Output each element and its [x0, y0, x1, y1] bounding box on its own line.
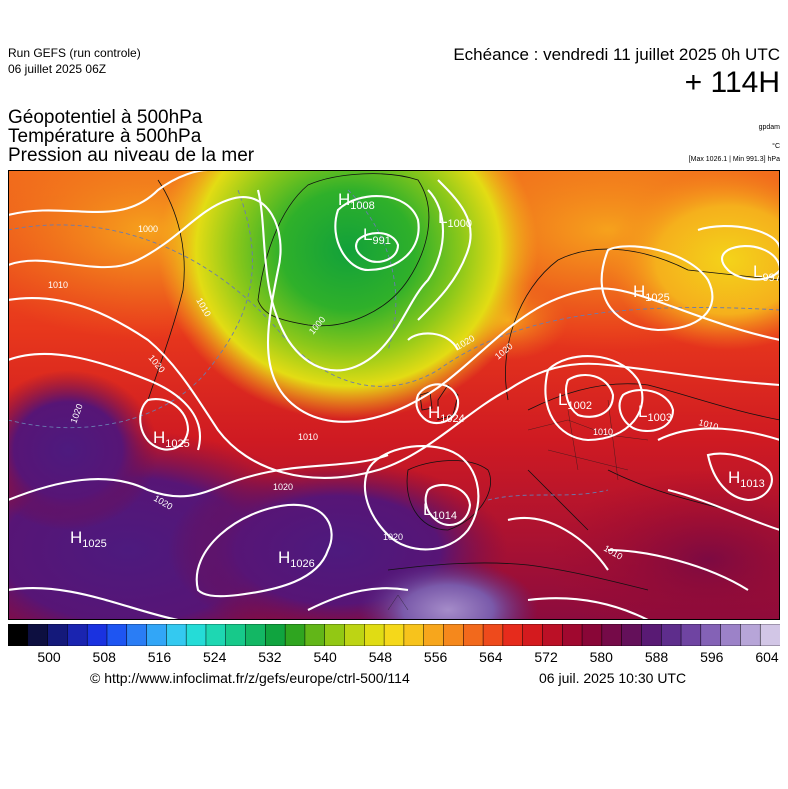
color-swatch — [166, 624, 187, 646]
isobar-label: 1010 — [593, 427, 613, 437]
color-swatch — [225, 624, 247, 646]
color-swatch — [660, 624, 682, 646]
color-swatch — [463, 624, 484, 646]
lead-time: + 114H — [684, 66, 780, 99]
low-pressure-center: L1014 — [423, 500, 457, 522]
color-swatch — [344, 624, 366, 646]
color-swatch — [542, 624, 564, 646]
temperature-isotherms — [8, 189, 780, 501]
color-swatch — [601, 624, 623, 646]
color-scale-tick: 532 — [258, 649, 282, 665]
color-swatch — [185, 624, 207, 646]
color-swatch — [47, 624, 69, 646]
credit-link[interactable]: © http://www.infoclimat.fr/z/gefs/europe… — [90, 670, 410, 686]
low-pressure-center: L997 — [753, 262, 780, 284]
high-pressure-center: H1025 — [633, 282, 670, 304]
color-swatch — [383, 624, 405, 646]
color-scale-tick: 588 — [644, 649, 669, 665]
run-title: Run GEFS (run controle) — [8, 46, 141, 60]
isobar-label: 1000 — [138, 224, 158, 234]
high-pressure-center: H1013 — [728, 468, 765, 490]
pressure-centers: H1008 L991 L1000 H1025 L997 H1024 L1002 L1003 H1… — [70, 190, 780, 570]
forecast-time: Echéance : vendredi 11 juillet 2025 0h U… — [453, 45, 780, 64]
weather-map: 1000 1010 1010 1020 1020 1010 1020 1020 … — [8, 170, 780, 620]
color-swatch — [482, 624, 504, 646]
color-scale-tick: 516 — [147, 649, 172, 665]
field-pressure: Pression au niveau de la mer — [8, 145, 255, 166]
high-pressure-center: H1025 — [70, 528, 107, 550]
color-scale-tick: 596 — [700, 649, 724, 665]
color-swatch — [562, 624, 583, 646]
low-pressure-center: L1000 — [438, 208, 472, 230]
color-swatch — [106, 624, 128, 646]
isobars — [8, 170, 780, 620]
color-swatch — [8, 624, 29, 646]
color-swatch — [720, 624, 742, 646]
color-swatch — [67, 624, 88, 646]
low-pressure-center: L1003 — [638, 402, 672, 424]
color-swatch — [27, 624, 49, 646]
color-swatch — [304, 624, 326, 646]
color-swatch — [581, 624, 603, 646]
color-scale-tick: 548 — [368, 649, 393, 665]
isobar-label: 1010 — [298, 432, 318, 442]
color-scale-tick: 540 — [313, 649, 337, 665]
color-swatch — [324, 624, 346, 646]
borders — [387, 399, 649, 611]
isobar-label: 1010 — [48, 280, 68, 290]
color-swatch — [423, 624, 445, 646]
color-swatch — [680, 624, 702, 646]
high-pressure-center: H1025 — [153, 428, 190, 450]
unit-geopotential: gpdam — [758, 124, 780, 131]
run-date: 06 juillet 2025 06Z — [8, 62, 107, 76]
color-swatch — [126, 624, 148, 646]
color-scale-tick: 524 — [203, 649, 227, 665]
pressure-extremes: [Max 1026.1 | Min 991.3] hPa — [688, 156, 780, 163]
color-swatch — [265, 624, 286, 646]
color-scale-tick: 580 — [589, 649, 613, 665]
low-pressure-center: L1002 — [558, 390, 592, 412]
color-scale — [8, 624, 780, 646]
isobar-label: 1020 — [383, 532, 403, 542]
color-scale-tick: 500 — [37, 649, 61, 665]
generation-timestamp: 06 juil. 2025 10:30 UTC — [539, 670, 687, 686]
color-swatch — [502, 624, 524, 646]
color-swatch — [245, 624, 267, 646]
color-swatch — [364, 624, 385, 646]
color-scale-tick: 556 — [423, 649, 448, 665]
field-temperature: Température à 500hPa — [8, 126, 202, 147]
color-swatch — [443, 624, 465, 646]
color-swatch — [522, 624, 544, 646]
color-scale-tick: 572 — [534, 649, 558, 665]
color-swatch — [284, 624, 306, 646]
color-swatch — [700, 624, 722, 646]
color-swatch — [621, 624, 643, 646]
color-scale-tick: 564 — [479, 649, 503, 665]
field-geopotential: Géopotentiel à 500hPa — [8, 107, 203, 128]
unit-temperature: °C — [772, 143, 780, 150]
high-pressure-center: H1024 — [428, 403, 465, 425]
isobar-label: 1020 — [273, 482, 293, 492]
field-list: Géopotentiel à 500hPa Température à 500h… — [8, 108, 254, 165]
color-swatch — [86, 624, 108, 646]
color-swatch — [641, 624, 662, 646]
high-pressure-center: H1008 — [338, 190, 375, 212]
low-pressure-center: L991 — [363, 225, 391, 247]
high-pressure-center: H1026 — [278, 548, 315, 570]
color-swatch — [205, 624, 227, 646]
color-swatch — [759, 624, 780, 646]
color-swatch — [146, 624, 168, 646]
color-scale-tick: 604 — [755, 649, 779, 665]
color-swatch — [403, 624, 425, 646]
coastlines — [147, 173, 780, 591]
color-swatch — [740, 624, 761, 646]
color-scale-tick: 508 — [92, 649, 116, 665]
